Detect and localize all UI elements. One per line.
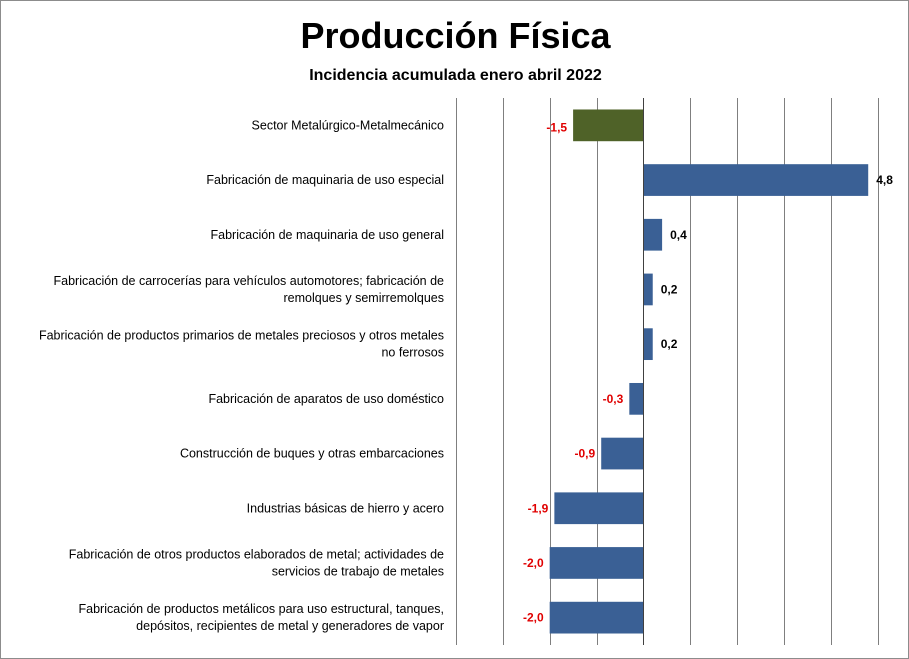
category-label-line: Fabricación de maquinaria de uso especia…: [206, 173, 444, 187]
bar: [643, 164, 869, 196]
chart-title: Producción Física: [300, 15, 611, 56]
category-label: Fabricación de maquinaria de uso general: [211, 228, 444, 242]
data-label: 0,4: [670, 228, 687, 242]
data-label: -1,9: [528, 501, 549, 515]
category-label-line: Fabricación de productos primarios de me…: [39, 329, 444, 343]
category-label: Industrias básicas de hierro y acero: [247, 501, 444, 515]
category-label-line: Sector Metalúrgico-Metalmecánico: [252, 118, 444, 132]
category-label: Construcción de buques y otras embarcaci…: [180, 447, 444, 461]
bar: [549, 547, 644, 579]
bar: [601, 437, 644, 470]
category-label: Fabricación de aparatos de uso doméstico: [208, 392, 444, 406]
bar: [554, 492, 644, 525]
category-label-line: Fabricación de maquinaria de uso general: [211, 228, 444, 242]
category-label-line: remolques y semirremolques: [284, 291, 444, 305]
category-label-line: no ferrosos: [381, 346, 444, 360]
bar: [549, 601, 644, 634]
category-label: Fabricación de maquinaria de uso especia…: [206, 173, 444, 187]
data-label: 4,8: [876, 173, 893, 187]
category-label-line: depósitos, recipientes de metal y genera…: [136, 619, 444, 633]
bar: [629, 382, 644, 415]
data-label: -1,5: [546, 120, 567, 134]
category-label: Fabricación de productos primarios de me…: [39, 329, 444, 360]
category-label-line: Fabricación de otros productos elaborado…: [69, 547, 444, 561]
category-label-line: Fabricación de carrocerías para vehículo…: [54, 274, 445, 288]
category-label-line: Construcción de buques y otras embarcaci…: [180, 447, 444, 461]
bar: [643, 218, 663, 251]
category-label: Sector Metalúrgico-Metalmecánico: [252, 118, 444, 132]
bar: [643, 273, 653, 306]
category-label-line: servicios de trabajo de metales: [272, 564, 444, 578]
data-label: 0,2: [661, 337, 678, 351]
data-label: 0,2: [661, 282, 678, 296]
data-label: -0,9: [575, 447, 596, 461]
category-label-line: Industrias básicas de hierro y acero: [247, 501, 444, 515]
data-label: -0,3: [603, 392, 624, 406]
chart-subtitle: Incidencia acumulada enero abril 2022: [309, 67, 602, 84]
category-label: Fabricación de carrocerías para vehículo…: [54, 274, 445, 305]
bar-highlight: [573, 109, 644, 142]
category-label: Fabricación de productos metálicos para …: [79, 602, 444, 633]
category-label-line: Fabricación de productos metálicos para …: [79, 602, 444, 616]
data-label: -2,0: [523, 556, 544, 570]
bar: [643, 328, 653, 361]
category-label-line: Fabricación de aparatos de uso doméstico: [208, 392, 444, 406]
data-label: -2,0: [523, 611, 544, 625]
category-label: Fabricación de otros productos elaborado…: [69, 547, 444, 578]
